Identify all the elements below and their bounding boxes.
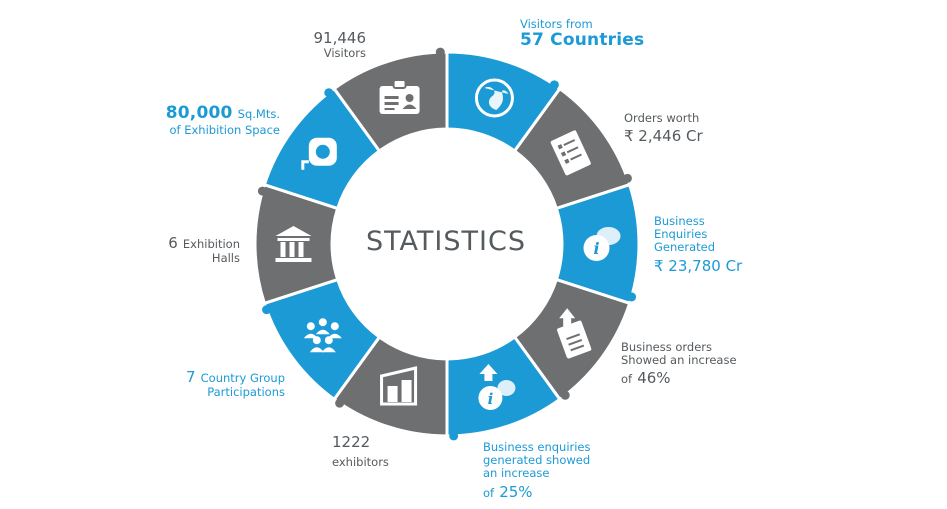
stall-icon [380, 366, 418, 406]
dot-country-groups [262, 305, 272, 315]
center-title: STATISTICS [366, 226, 526, 257]
label-space-line2: of Exhibition Space [169, 122, 280, 137]
label-visitors: 91,446 Visitors [280, 29, 367, 61]
ring-icons: i i [275, 78, 621, 410]
label-orders: Orders worth ₹ 2,446 Cr [624, 111, 703, 146]
label-countries: Visitors from 57 Countries [520, 17, 645, 51]
dot-enquiries-increase [449, 431, 459, 441]
label-enquiries-line4: ₹ 23,780 Cr [654, 256, 743, 275]
document-upload-icon [557, 308, 592, 359]
label-enquiries-increase-line3: an increase [483, 466, 550, 481]
label-enquiries-increase-prefix: of [483, 485, 495, 500]
label-orders-increase: Business orders Showed an increase of 46… [621, 340, 737, 388]
label-enquiries-increase-line2: generated showed [483, 453, 591, 468]
info-chat-icon: i [583, 227, 621, 261]
label-country-groups-value: 7 [186, 368, 196, 386]
label-halls: 6 Exhibition Halls [130, 234, 240, 266]
label-enquiries-increase-value: 25% [499, 482, 533, 501]
label-orders-increase-line1: Business orders [621, 340, 713, 354]
label-enquiries-increase-line1: Business enquiries [483, 440, 591, 454]
label-visitors-line1: 91,446 [313, 29, 367, 47]
label-orders-increase-value: 46% [637, 369, 671, 388]
info-arrow-icon: i [478, 363, 516, 410]
label-enquiries-increase: Business enquiries generated showed an i… [483, 440, 591, 501]
dot-countries [549, 80, 559, 90]
dot-visitors [435, 47, 445, 57]
dot-exhibitors [335, 398, 345, 408]
id-card-icon [379, 79, 420, 115]
label-enquiries-line2: Enquiries [654, 227, 708, 242]
label-halls-line1: Exhibition [182, 237, 240, 251]
label-space-value: 80,000 [165, 103, 233, 123]
label-country-groups-line1: Country Group [200, 371, 285, 385]
connector-dots [257, 47, 637, 441]
label-enquiries: Business Enquiries Generated ₹ 23,780 Cr [654, 214, 743, 275]
label-exhibitors: 1222 exhibitors [332, 433, 389, 470]
label-space-line1: Sq.Mts. [237, 107, 280, 121]
label-orders-increase-line2: Showed an increase [621, 353, 737, 368]
label-countries-line2: 57 Countries [520, 30, 645, 51]
label-exhibitors-line1: 1222 [332, 433, 371, 451]
building-icon [275, 226, 312, 262]
label-space: 80,000 Sq.Mts. of Exhibition Space [145, 103, 280, 137]
svg-text:i: i [488, 390, 494, 408]
label-countries-line1: Visitors from [520, 17, 593, 31]
label-orders-increase-prefix: of [621, 372, 633, 387]
label-orders-line2: ₹ 2,446 Cr [624, 127, 703, 146]
label-orders-line1: Orders worth [624, 111, 700, 125]
label-enquiries-line1: Business [654, 214, 705, 228]
svg-text:i: i [593, 239, 599, 258]
measuring-tape-icon [301, 137, 337, 170]
label-exhibitors-line2: exhibitors [332, 455, 389, 470]
label-halls-value: 6 [168, 234, 178, 252]
label-country-groups-line2: Participations [207, 385, 285, 400]
globe-icon [474, 78, 514, 118]
label-country-groups: 7 Country Group Participations [165, 368, 285, 400]
document-list-icon [550, 130, 591, 176]
people-group-icon [303, 318, 342, 353]
dot-space [324, 88, 334, 98]
label-visitors-line2: Visitors [323, 46, 366, 61]
dot-orders [622, 173, 632, 183]
label-enquiries-line3: Generated [654, 240, 716, 255]
dot-enquiries [627, 292, 637, 302]
dot-halls [257, 186, 267, 196]
label-halls-line2: Halls [211, 251, 240, 266]
dot-orders-increase [560, 390, 570, 400]
